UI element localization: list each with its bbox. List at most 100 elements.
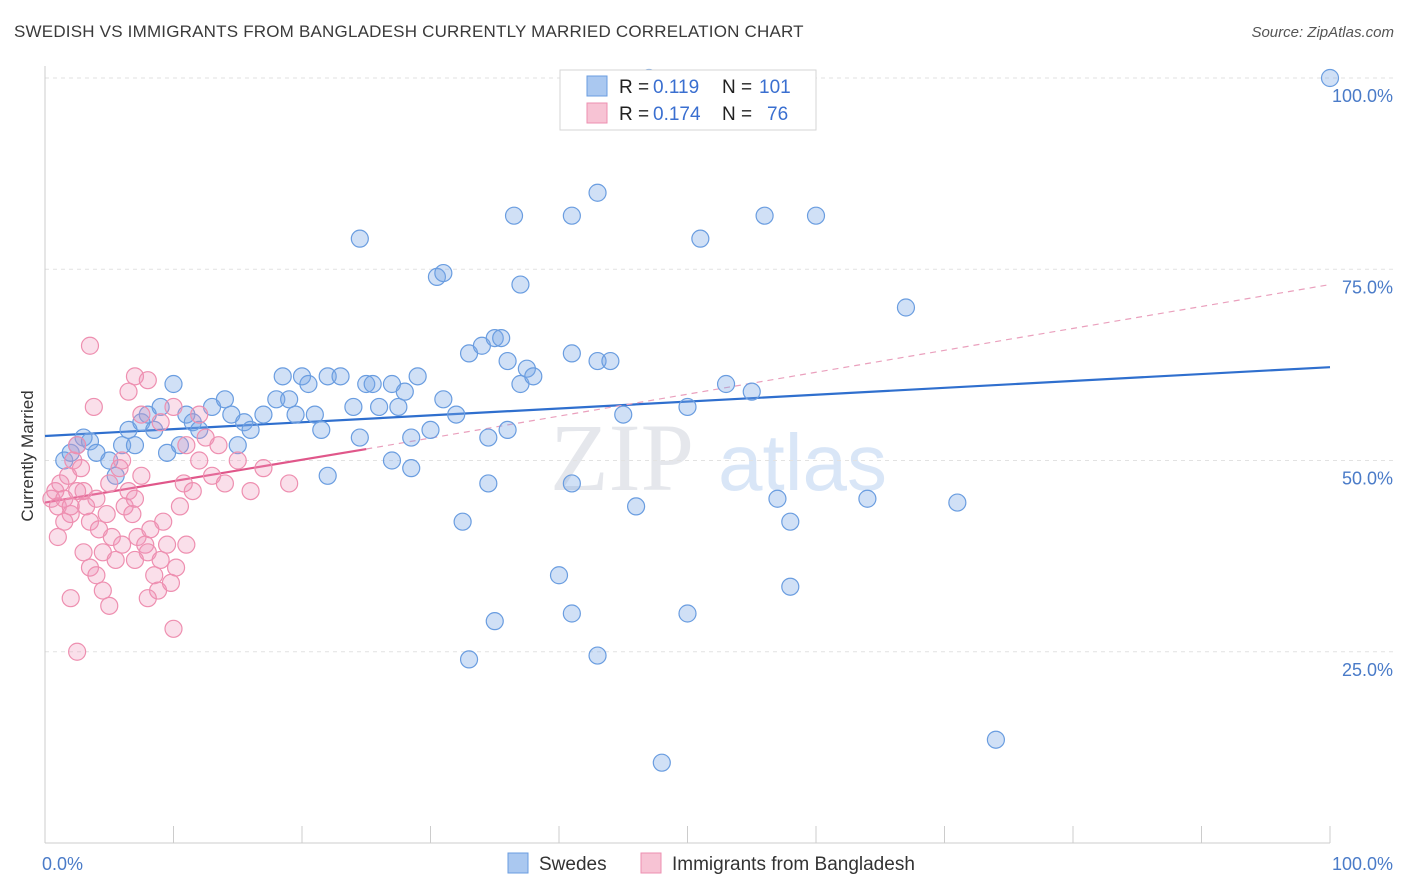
- point-s0-79: [1320, 68, 1340, 88]
- point-s0-37: [331, 367, 350, 386]
- point-s1-60: [61, 589, 80, 608]
- point-s1-47: [209, 436, 228, 455]
- point-s0-83: [626, 497, 646, 516]
- point-s0-56: [498, 351, 517, 371]
- point-s0-8: [112, 436, 132, 455]
- point-s1-51: [119, 382, 138, 401]
- point-s0-36: [318, 367, 337, 386]
- point-s0-50: [350, 229, 369, 248]
- point-s1-75: [280, 474, 299, 493]
- point-s0-33: [299, 374, 318, 394]
- point-s0-99: [986, 730, 1006, 749]
- point-s1-49: [228, 451, 247, 470]
- stats-legend: R = 0.119 N = 101 R = 0.174 N = 76: [559, 69, 817, 131]
- chart-source: Source: ZipAtlas.com: [1251, 24, 1394, 41]
- point-s1-44: [190, 405, 209, 424]
- point-s0-60: [382, 451, 402, 470]
- point-s0-38: [344, 397, 363, 417]
- point-s0-49: [434, 390, 453, 409]
- watermark-zip: ZIP: [550, 404, 694, 511]
- point-s1-54: [138, 371, 157, 390]
- point-s0-39: [350, 428, 369, 447]
- point-s1-43: [183, 482, 202, 501]
- point-s0-24: [228, 436, 247, 455]
- point-s0-96: [781, 577, 800, 596]
- point-s1-59: [241, 482, 260, 501]
- point-s1-61: [68, 642, 87, 661]
- point-s0-17: [170, 436, 190, 455]
- x-tick-label-0: 0.0%: [42, 854, 83, 874]
- point-s1-23: [115, 497, 134, 516]
- y-axis-label: Currently Married: [18, 390, 37, 521]
- point-s0-57: [492, 329, 511, 348]
- legend-r-value-1: 0.119: [653, 77, 699, 98]
- point-s1-34: [151, 550, 170, 570]
- series-legend: Swedes Immigrants from Bangladesh: [507, 852, 915, 875]
- point-s0-41: [363, 374, 382, 394]
- stats-legend-swatch-bangladesh: [586, 102, 608, 124]
- point-s1-11: [77, 497, 96, 516]
- y-tick-label-0: 25.0%: [1342, 660, 1393, 680]
- point-s0-100: [318, 466, 337, 485]
- point-s0-35: [312, 420, 331, 439]
- series-legend-swatch-swedes: [507, 852, 529, 874]
- point-s1-57: [177, 436, 196, 455]
- point-s1-72: [61, 497, 80, 516]
- point-s0-73: [588, 183, 607, 202]
- point-s1-64: [87, 566, 106, 585]
- legend-r-label-2: R =: [619, 104, 649, 125]
- point-s0-44: [389, 397, 408, 417]
- y-tick-label-1: 50.0%: [1342, 469, 1393, 489]
- series-legend-swedes: Swedes: [539, 854, 607, 875]
- point-s0-6: [100, 451, 119, 470]
- point-s1-73: [68, 482, 87, 501]
- point-s0-69: [614, 405, 633, 424]
- point-s0-85: [716, 374, 736, 394]
- point-s1-9: [71, 459, 91, 478]
- point-s0-72: [562, 206, 581, 225]
- point-s0-70: [504, 206, 524, 225]
- point-s1-67: [112, 535, 132, 554]
- y-tick-labels: 25.0% 50.0% 75.0% 100.0%: [1332, 86, 1393, 680]
- point-s0-75: [691, 229, 710, 248]
- point-s1-58: [190, 451, 209, 470]
- point-s1-55: [151, 413, 170, 432]
- point-s0-16: [164, 374, 183, 394]
- legend-n-value-2: 76: [767, 104, 788, 125]
- point-s0-22: [215, 390, 234, 409]
- point-s1-70: [48, 527, 67, 547]
- point-s1-13: [84, 397, 103, 417]
- point-s1-40: [170, 497, 190, 516]
- point-s1-18: [100, 474, 119, 493]
- point-s1-53: [132, 405, 151, 424]
- zipatlas-watermark: ZIP atlas: [550, 404, 887, 511]
- point-s1-20: [106, 550, 125, 570]
- point-s0-64: [479, 428, 498, 447]
- point-s1-14: [87, 489, 106, 508]
- trend-line-swedes: [44, 366, 1331, 438]
- point-s0-40: [357, 374, 376, 394]
- point-s0-77: [806, 206, 826, 225]
- point-s0-82: [562, 474, 581, 493]
- chart-title: SWEDISH VS IMMIGRANTS FROM BANGLADESH CU…: [14, 22, 804, 41]
- y-tick-label-3: 100.0%: [1332, 86, 1393, 106]
- point-s0-87: [768, 489, 787, 508]
- x-tick-labels: 0.0% 100.0%: [42, 854, 1393, 874]
- point-s0-28: [267, 390, 286, 409]
- point-s0-27: [254, 405, 273, 424]
- point-s0-61: [402, 459, 421, 478]
- point-s0-91: [562, 604, 581, 623]
- point-s1-56: [164, 397, 183, 417]
- point-s0-29: [273, 367, 292, 386]
- point-s1-65: [93, 581, 112, 600]
- point-s0-47: [408, 367, 427, 386]
- point-s1-32: [145, 566, 164, 585]
- point-s1-37: [161, 573, 181, 593]
- point-s0-78: [896, 298, 916, 317]
- legend-r-label-1: R =: [619, 77, 649, 98]
- y-tick-label-2: 75.0%: [1342, 277, 1393, 297]
- point-s1-25: [123, 504, 142, 524]
- data-points: [42, 68, 1340, 772]
- trend-lines: [44, 283, 1331, 504]
